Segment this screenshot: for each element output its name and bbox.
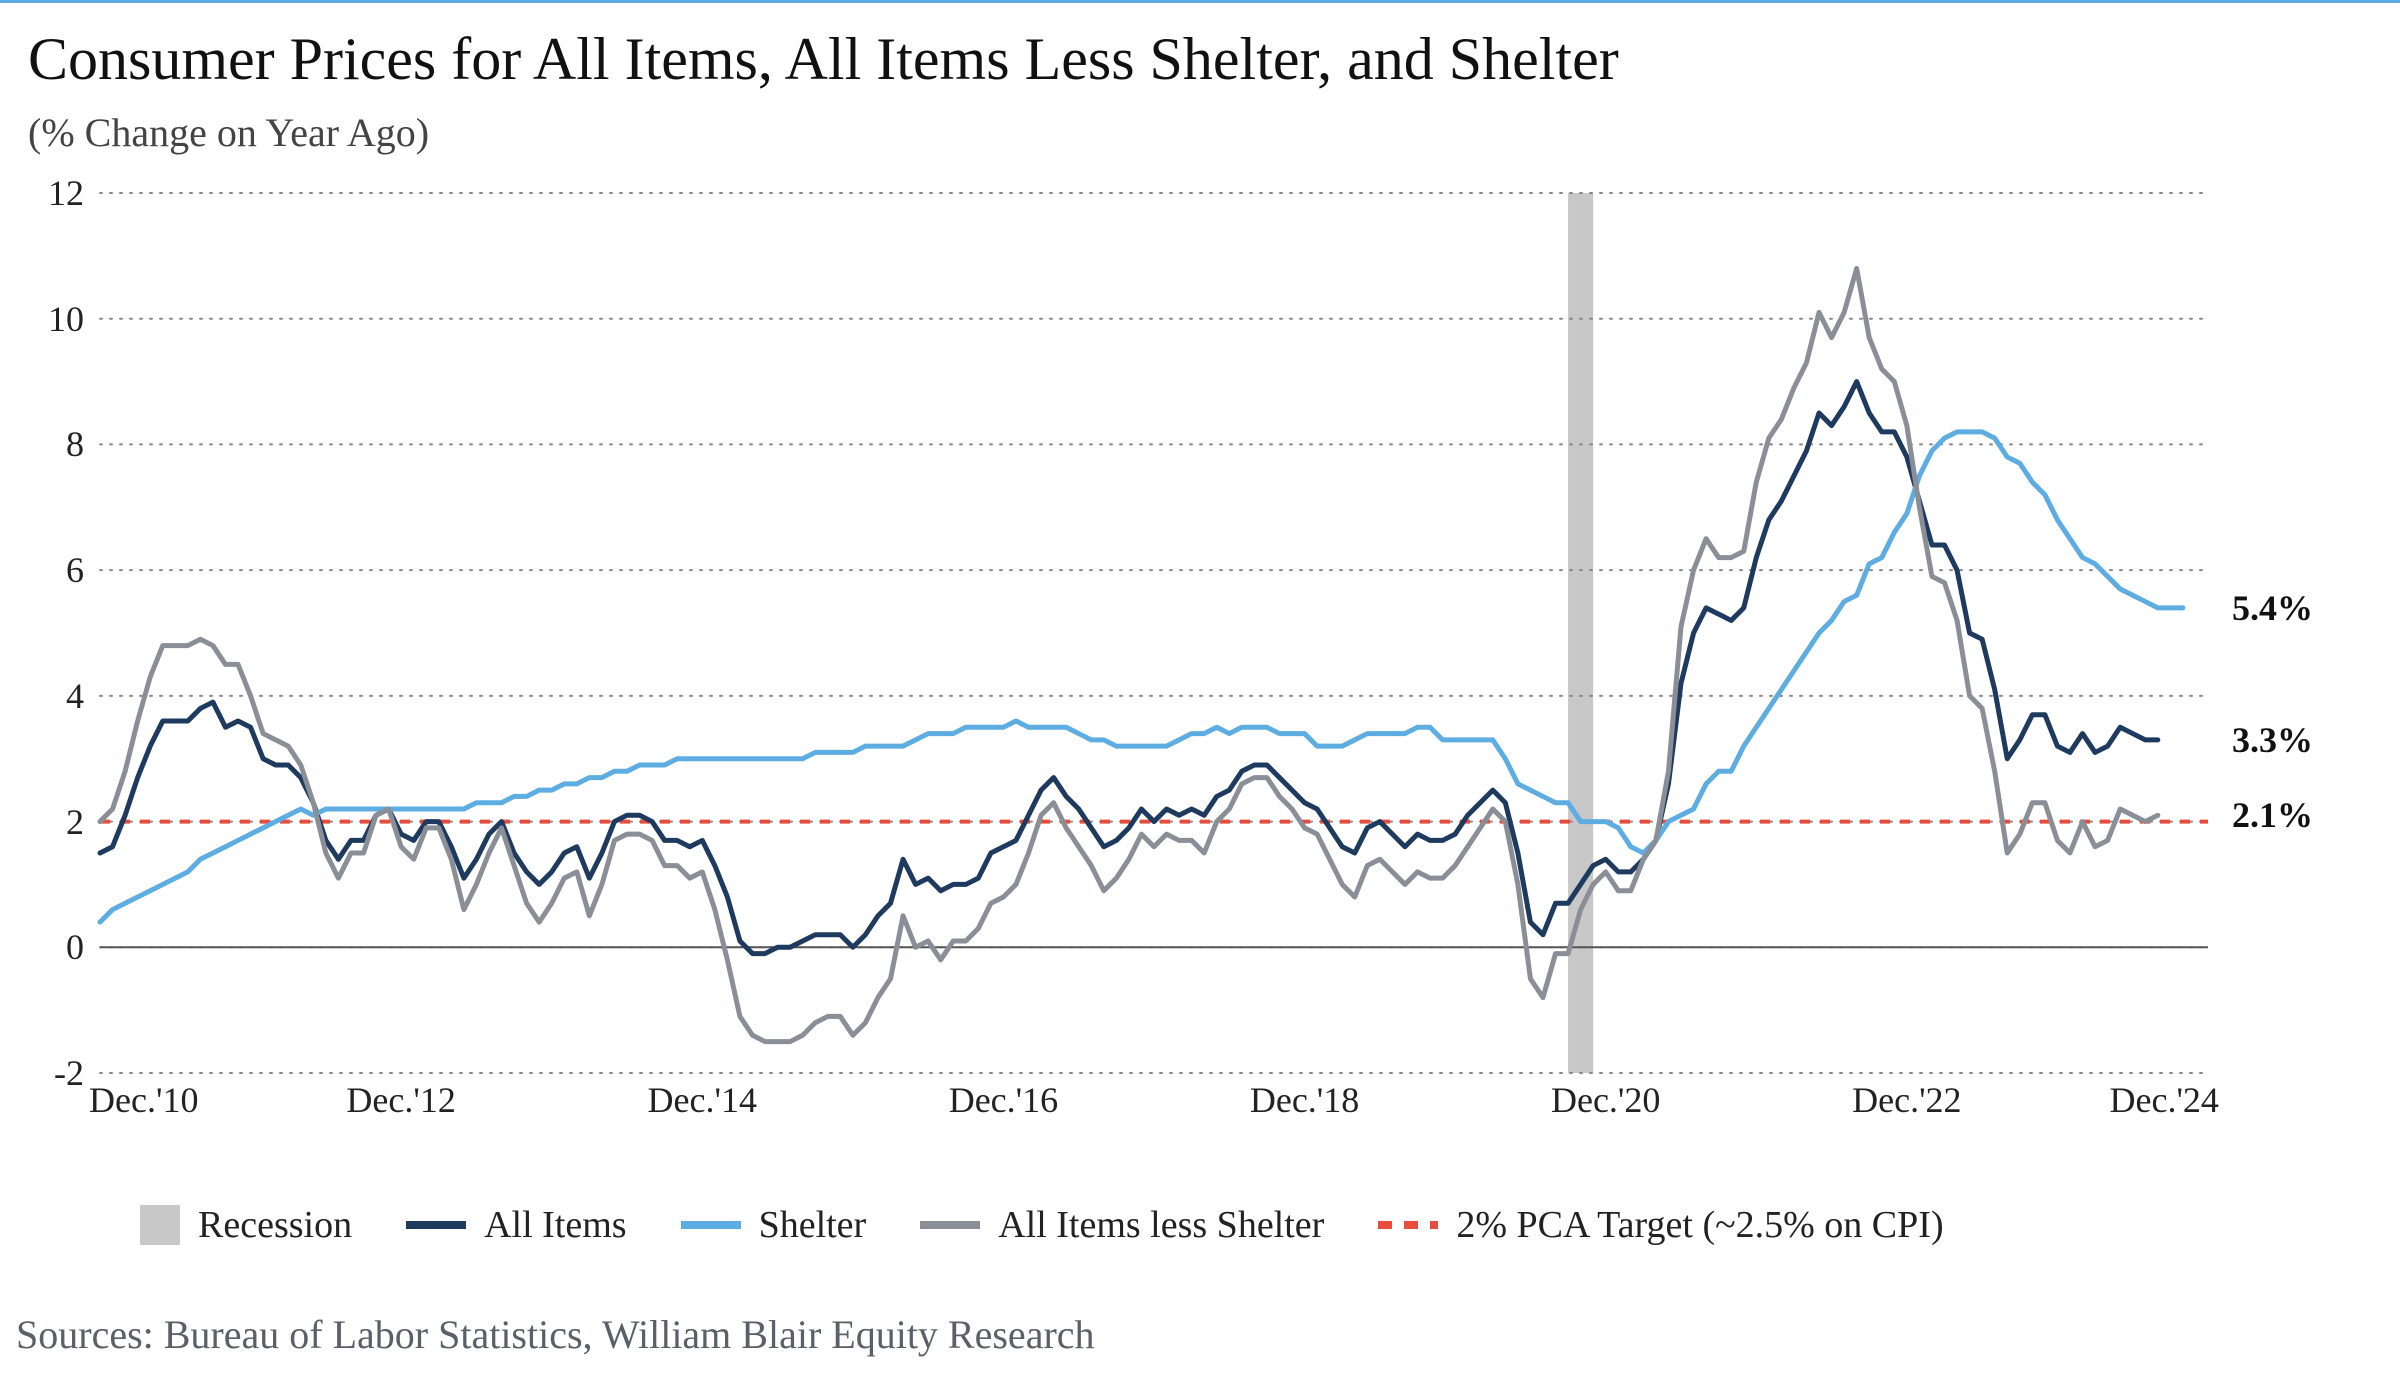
legend-item: Recession [140, 1203, 352, 1247]
chart-svg [28, 193, 2208, 1133]
sources-text: Sources: Bureau of Labor Statistics, Wil… [16, 1311, 1095, 1358]
legend-swatch [140, 1205, 180, 1245]
legend-label: Shelter [759, 1203, 867, 1247]
series-all_items_less_shelter [100, 268, 2158, 1041]
x-tick-label: Dec.'14 [648, 1073, 757, 1121]
x-tick-label: Dec.'24 [2109, 1073, 2218, 1121]
y-tick-label: 12 [28, 172, 84, 214]
legend-item: All Items less Shelter [920, 1203, 1324, 1247]
x-tick-label: Dec.'18 [1250, 1073, 1359, 1121]
plot-area: -2024681012 Dec.'10Dec.'12Dec.'14Dec.'16… [28, 193, 2208, 1133]
end-label: 2.1% [2232, 794, 2313, 836]
y-tick-label: -2 [28, 1052, 84, 1094]
legend-label: 2% PCA Target (~2.5% on CPI) [1456, 1203, 1943, 1247]
x-tick-label: Dec.'22 [1852, 1073, 1961, 1121]
y-tick-label: 6 [28, 549, 84, 591]
legend-label: All Items less Shelter [998, 1203, 1324, 1247]
y-tick-label: 4 [28, 675, 84, 717]
y-tick-label: 10 [28, 298, 84, 340]
series-shelter [100, 432, 2183, 922]
legend-label: All Items [484, 1203, 626, 1247]
y-tick-label: 2 [28, 801, 84, 843]
end-label: 5.4% [2232, 587, 2313, 629]
legend-swatch [920, 1221, 980, 1229]
y-tick-label: 8 [28, 423, 84, 465]
legend-item: 2% PCA Target (~2.5% on CPI) [1378, 1203, 1943, 1247]
legend-label: Recession [198, 1203, 352, 1247]
end-label: 3.3% [2232, 719, 2313, 761]
legend-swatch [681, 1221, 741, 1229]
legend-swatch [1378, 1221, 1438, 1229]
series-all_items [100, 382, 2158, 954]
legend: Recession All Items Shelter All Items less … [140, 1203, 1944, 1247]
chart-subtitle: (% Change on Year Ago) [28, 109, 429, 156]
chart-container: Consumer Prices for All Items, All Items… [0, 0, 2400, 1397]
x-tick-label: Dec.'12 [346, 1073, 455, 1121]
chart-title: Consumer Prices for All Items, All Items… [28, 25, 1619, 94]
legend-item: All Items [406, 1203, 626, 1247]
legend-item: Shelter [681, 1203, 867, 1247]
x-tick-label: Dec.'10 [89, 1073, 198, 1121]
y-tick-label: 0 [28, 926, 84, 968]
x-tick-label: Dec.'20 [1551, 1073, 1660, 1121]
x-tick-label: Dec.'16 [949, 1073, 1058, 1121]
legend-swatch [406, 1221, 466, 1229]
